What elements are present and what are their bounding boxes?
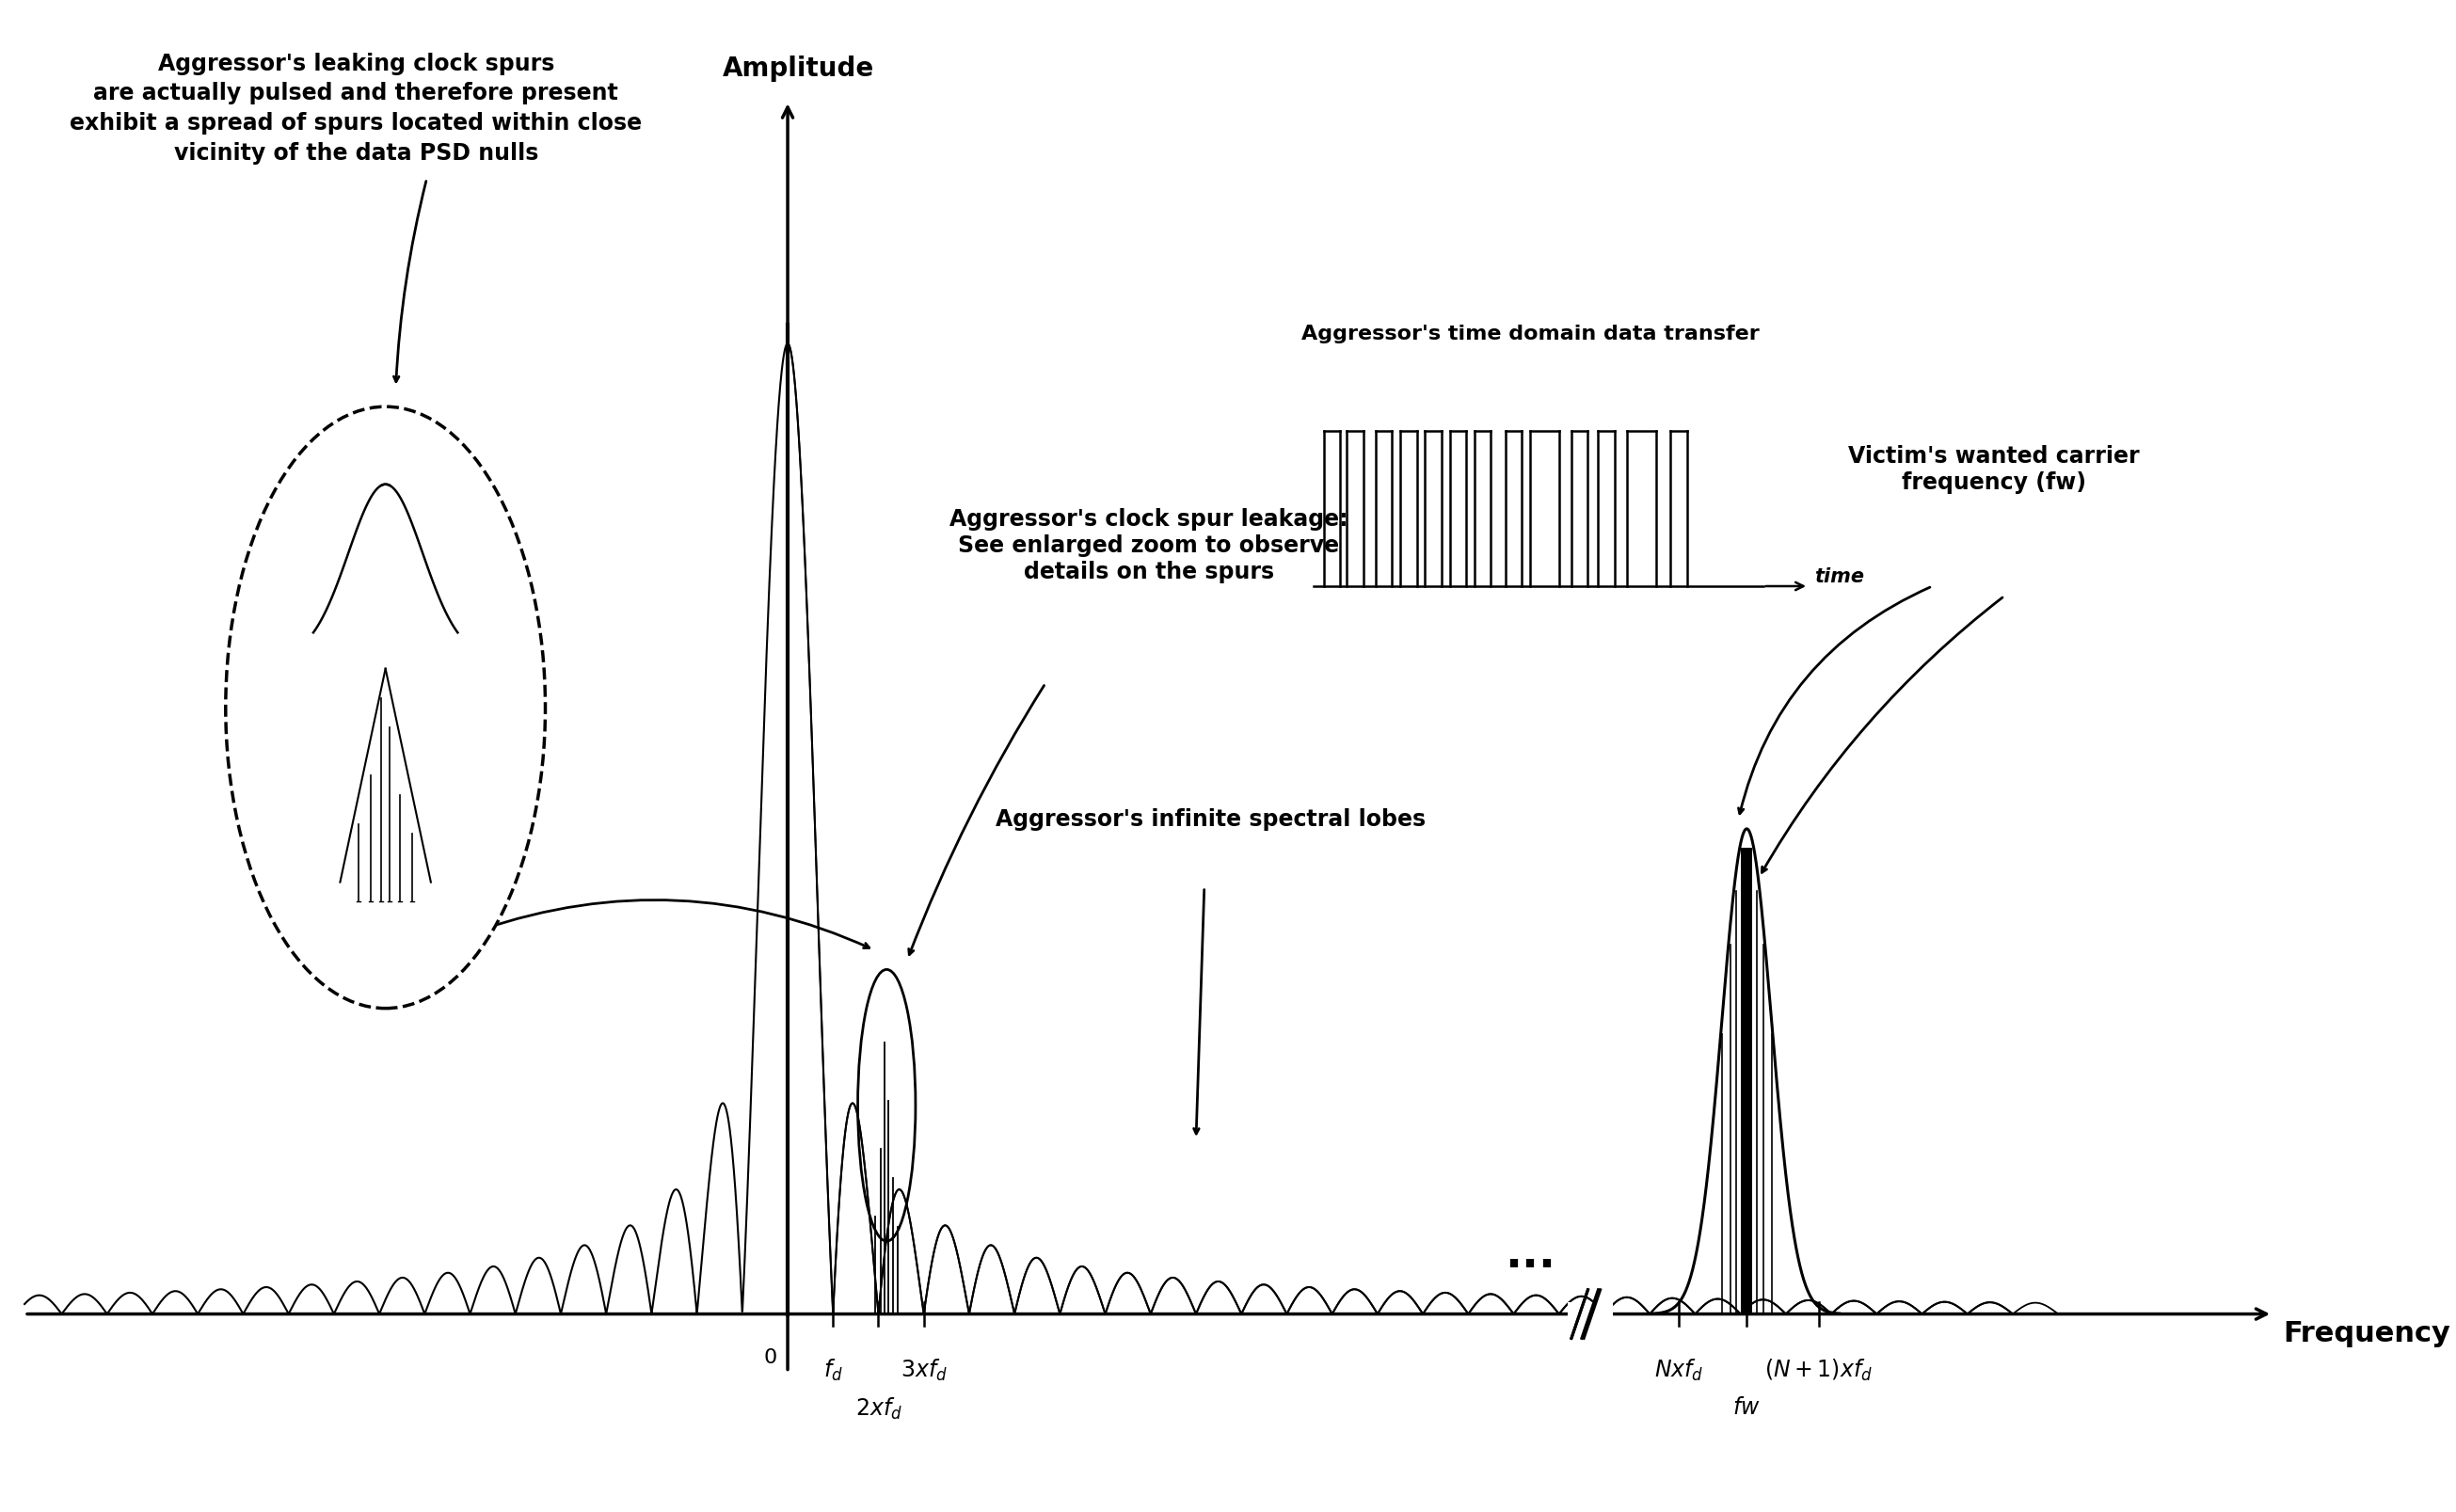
Text: $0$: $0$: [764, 1349, 779, 1367]
Text: Amplitude: Amplitude: [722, 56, 874, 82]
Text: $f_d$: $f_d$: [823, 1358, 842, 1383]
Text: Victim's wanted carrier
frequency (fw): Victim's wanted carrier frequency (fw): [1849, 446, 2139, 494]
Text: $3xf_d$: $3xf_d$: [901, 1358, 948, 1383]
Text: Aggressor's infinite spectral lobes: Aggressor's infinite spectral lobes: [995, 807, 1424, 830]
Text: $(N+1)xf_d$: $(N+1)xf_d$: [1766, 1358, 1874, 1383]
Text: $2xf_d$: $2xf_d$: [855, 1397, 901, 1423]
Text: $Nxf_d$: $Nxf_d$: [1653, 1358, 1704, 1383]
Text: Aggressor's time domain data transfer: Aggressor's time domain data transfer: [1302, 325, 1758, 343]
Text: Aggressor's leaking clock spurs
are actually pulsed and therefore present
exhibi: Aggressor's leaking clock spurs are actu…: [69, 53, 641, 165]
Text: time: time: [1815, 567, 1864, 585]
Text: $fw$: $fw$: [1734, 1397, 1761, 1420]
Bar: [1567, 1302, 1614, 1326]
Text: ...: ...: [1506, 1235, 1555, 1278]
Bar: [1741, 848, 1754, 1314]
Ellipse shape: [226, 407, 545, 1009]
Text: Frequency: Frequency: [2284, 1320, 2451, 1347]
Text: Aggressor's clock spur leakage:
See enlarged zoom to observe
details on the spur: Aggressor's clock spur leakage: See enla…: [950, 508, 1348, 584]
